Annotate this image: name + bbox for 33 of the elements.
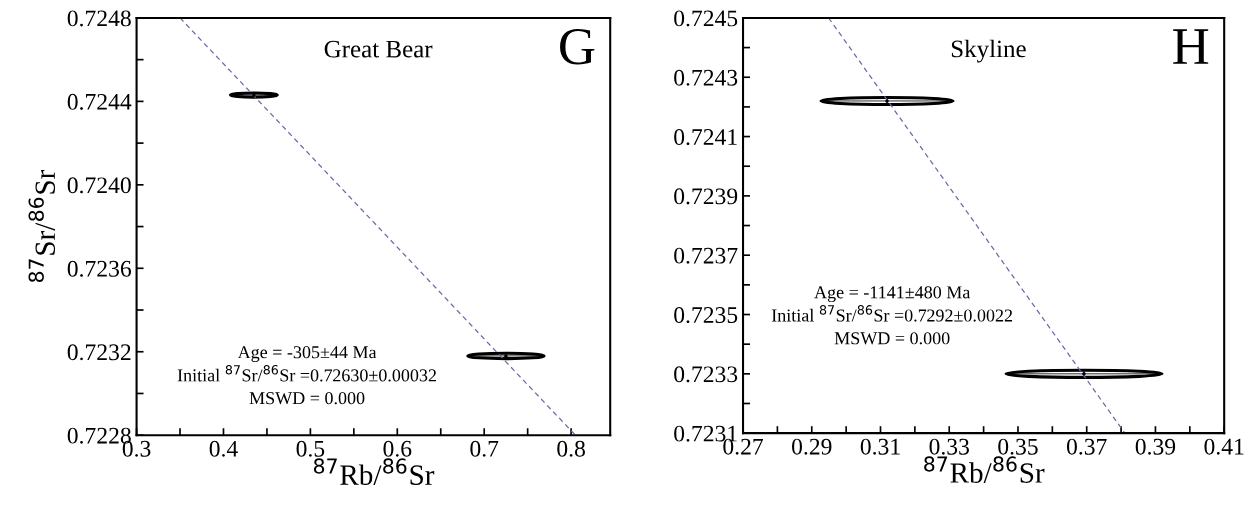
x-axis-title: $^{87}$Rb/$^{86}$Sr	[924, 456, 1045, 483]
y-tick-label: 0.7245	[674, 10, 738, 27]
y-tick-label: 0.7237	[674, 247, 738, 264]
x-tick-label: 0.31	[860, 438, 900, 455]
y-tick-label: 0.7233	[674, 366, 738, 383]
x-tick-label: 0.6	[383, 440, 412, 457]
x-axis-title: $^{87}$Rb/$^{86}$Sr	[313, 458, 435, 485]
text: Great Bear	[324, 40, 433, 58]
annotation: G	[560, 29, 595, 65]
y-tick-label: 0.7239	[674, 188, 738, 205]
x-tick-label: 0.39	[1135, 438, 1176, 455]
x-tick-label: 0.37	[1066, 438, 1107, 455]
annotation: Age = -1141±480 Ma Initial $^{87}$Sr/$^{86}$Sr =0.7292±0.0022 MSWD = 0.000	[771, 286, 1013, 345]
y-tick-label: 0.7243	[674, 69, 738, 86]
x-tick-label: 0.29	[792, 438, 832, 455]
x-tick-label: 0.8	[557, 440, 585, 457]
y-axis-title: $^{87}$Sr/$^{86}$Sr	[28, 169, 56, 283]
y-tick-label: 0.7241	[674, 129, 737, 146]
x-tick-label: 0.33	[929, 438, 969, 455]
y-tick-label: 0.7235	[674, 307, 738, 324]
y-tick-label: 0.7236	[67, 260, 132, 277]
x-tick-label: 0.41	[1204, 438, 1244, 455]
x-tick-label: 0.35	[998, 438, 1038, 455]
x-tick-label: 0.7	[470, 440, 499, 457]
annotation: H	[1173, 29, 1209, 64]
y-tick-label: 0.7240	[67, 177, 131, 194]
x-tick-label: 0.5	[296, 440, 325, 457]
y-tick-label: 0.7244	[67, 93, 132, 110]
text: Skyline	[951, 39, 1026, 63]
x-tick-label: 0.4	[209, 440, 238, 457]
annotation: Age = -305±44 Ma Initial $^{87}$Sr/$^{86}$Sr =0.72630±0.00032 MSWD = 0.000	[177, 346, 436, 405]
y-tick-label: 0.7232	[67, 344, 131, 361]
y-tick-label: 0.7248	[67, 10, 131, 27]
